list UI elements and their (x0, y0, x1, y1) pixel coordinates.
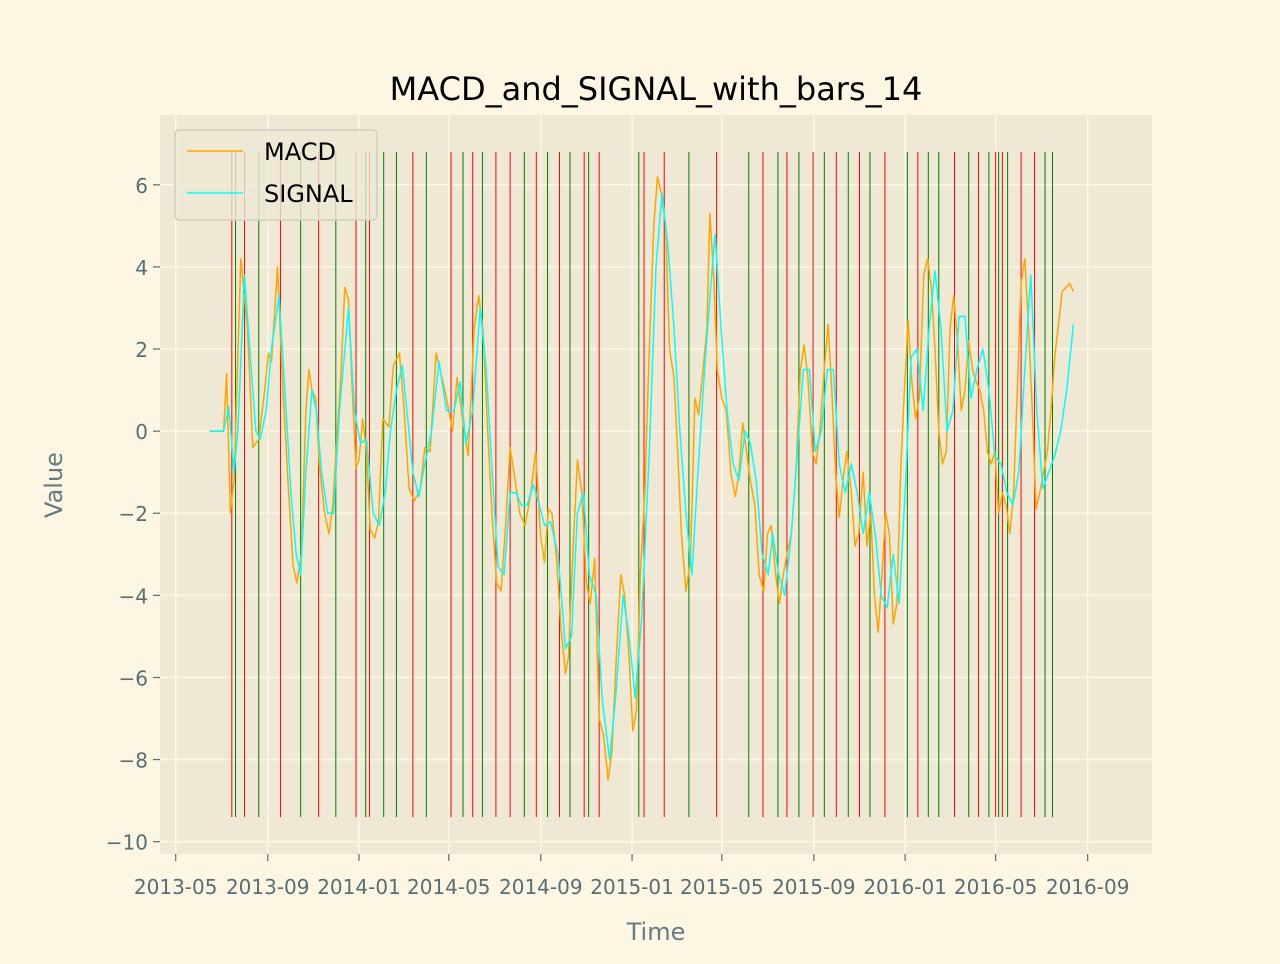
x-tick-label: 2014-05 (407, 875, 491, 899)
x-tick-label: 2015-01 (590, 875, 674, 899)
x-tick-label: 2014-01 (317, 875, 401, 899)
legend-label-macd: MACD (264, 138, 336, 166)
legend-frame (174, 129, 378, 221)
series-line-signal (209, 192, 1075, 761)
y-tick-label: 2 (135, 338, 148, 362)
y-tick-label: 6 (135, 174, 148, 198)
y-tick-label: −4 (119, 584, 148, 608)
y-tick-label: 4 (135, 256, 148, 280)
x-tick-label: 2013-09 (226, 875, 310, 899)
y-tick-label: −8 (119, 749, 148, 773)
y-tick-label: −6 (119, 666, 148, 690)
series-lines (209, 175, 1075, 781)
x-axis-label: Time (626, 918, 686, 946)
chart-title: MACD_and_SIGNAL_with_bars_14 (390, 70, 923, 108)
y-tick-label: 0 (135, 420, 148, 444)
series-line-macd (209, 175, 1075, 781)
x-tick-label: 2013-05 (134, 875, 218, 899)
y-tick-label: −10 (106, 831, 148, 855)
x-tick-label: 2015-09 (772, 875, 856, 899)
plot-area (160, 115, 1152, 854)
x-tick-label: 2016-05 (954, 875, 1038, 899)
x-tick-label: 2015-05 (680, 875, 764, 899)
x-tick-label: 2014-09 (499, 875, 583, 899)
legend: MACD SIGNAL (174, 129, 378, 221)
x-tick-label: 2016-09 (1046, 875, 1130, 899)
x-tick-label: 2016-01 (863, 875, 947, 899)
legend-label-signal: SIGNAL (264, 180, 353, 208)
y-axis-label: Value (40, 452, 68, 518)
y-tick-label: −2 (119, 502, 148, 526)
